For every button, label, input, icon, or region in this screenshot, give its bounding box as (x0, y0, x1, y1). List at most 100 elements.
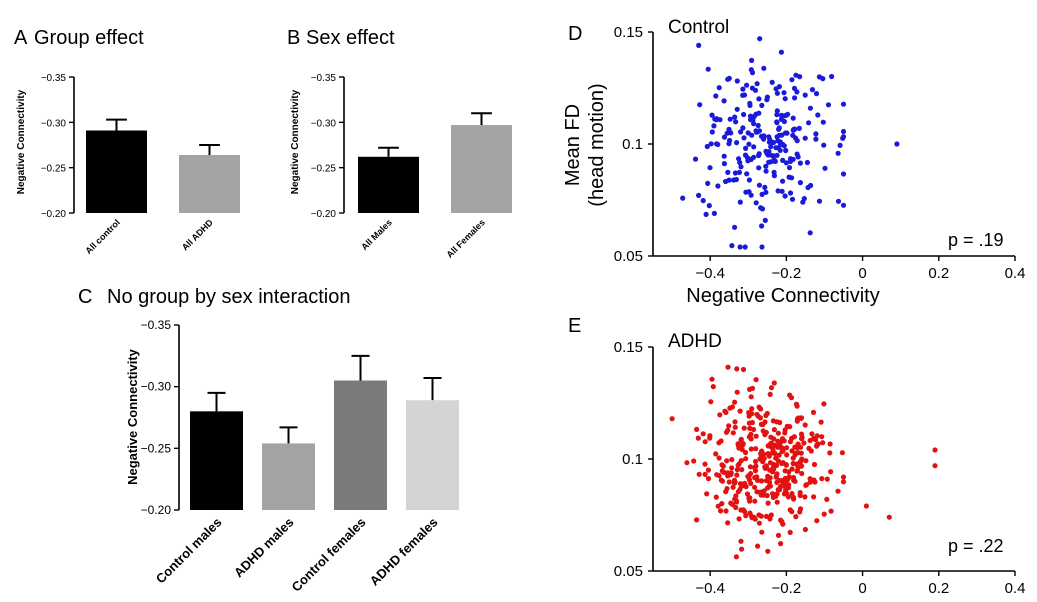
panel-e-ytick-label: 0.05 (614, 563, 643, 580)
panel-e-data-point (932, 463, 938, 469)
panel-e-data-point (734, 389, 740, 395)
panel-e-data-point (756, 520, 763, 526)
panel-d-data-point (797, 180, 804, 186)
panel-e-data-point (824, 496, 830, 502)
panel-d-data-point (753, 200, 759, 206)
panel-d-data-point (797, 160, 804, 166)
panel-d-data-point (740, 92, 746, 98)
panel-e-data-point (753, 433, 759, 439)
panel-d-data-point (745, 130, 751, 136)
panel-d-data-point (742, 244, 748, 250)
panel-d-data-point (785, 111, 791, 117)
panel-d-data-point (734, 106, 740, 112)
panel-e-data-point (739, 546, 745, 552)
panel-e-data-point (729, 457, 735, 463)
panel-e-data-point (757, 415, 764, 421)
panel-e-data-point (716, 455, 722, 461)
panel-e-data-point (748, 431, 754, 437)
panel-d-data-point (736, 169, 743, 175)
panel-e-data-point (728, 500, 734, 506)
panel-e-data-point (792, 478, 798, 484)
panel-e-data-point (809, 431, 815, 437)
panel-d-data-point (778, 116, 785, 122)
panel-e-data-point (752, 468, 759, 474)
panel-d-data-point (744, 171, 750, 177)
panel-d-data-point (728, 130, 734, 136)
panel-e-data-point (735, 442, 741, 448)
panel-d-data-point (825, 102, 832, 108)
panel-d-data-point (802, 135, 808, 141)
panel-e-data-point (779, 445, 785, 451)
panel-e-data-point (802, 422, 808, 428)
panel-e-data-point (787, 392, 793, 398)
panel-e-data-point (775, 487, 781, 493)
panel-a-ylabel: Negative Connectivity (16, 89, 27, 194)
panel-d-ytick-label: 0.05 (614, 248, 643, 265)
panel-d-data-point (769, 79, 775, 85)
panel-e-p-value: p = .22 (948, 536, 1004, 556)
panel-d-group-label: Control (668, 17, 729, 38)
panel-c-category-label: Control males (153, 515, 225, 587)
panel-d-data-point (809, 87, 816, 93)
panel-d-data-point (789, 196, 796, 202)
panel-e-data-point (730, 484, 736, 490)
panel-e-data-point (767, 391, 773, 397)
panel-e-data-point (763, 478, 770, 484)
panel-e-xtick-label: −0.4 (695, 580, 725, 597)
panel-e-data-point (790, 455, 796, 461)
panel-d-data-point (764, 151, 770, 157)
panel-e-data-point (719, 478, 726, 484)
panel-e-data-point (840, 474, 847, 480)
panel-d-data-point (729, 243, 735, 249)
panel-e-data-point (724, 486, 730, 492)
panel-e-data-point (760, 459, 766, 465)
panel-d-data-point (696, 42, 702, 49)
panel-e-data-point (791, 434, 798, 440)
panel-d-data-point (759, 102, 765, 108)
panel-d-data-point (774, 134, 780, 140)
panel-e-data-point (819, 434, 825, 440)
panel-d-data-point (732, 170, 739, 176)
panel-e-data-point (748, 394, 754, 400)
panel-d-data-point (708, 141, 714, 147)
panel-e-data-point (691, 458, 697, 464)
panel-d-data-point (734, 78, 740, 84)
panel-d-data-point (840, 202, 847, 208)
panel-d-data-point (789, 77, 795, 83)
panel-d-data-point (764, 97, 770, 103)
panel-d-data-point (726, 177, 732, 183)
panel-e-data-point (774, 491, 780, 497)
panel-d-data-point (713, 117, 719, 123)
panel-e-data-point (780, 521, 786, 527)
panel-d-data-point (776, 125, 782, 131)
panel-d-data-point (741, 111, 747, 118)
panel-e-data-point (758, 489, 764, 495)
panel-e-data-point (797, 490, 803, 496)
panel-e-data-point (704, 491, 710, 497)
panel-d-data-point (805, 184, 811, 191)
panel-e-adhd-scatter: E ADHD p = .22 0.15 0.1 0.05 −0.4 −0.2 0 0.2 0.… (568, 315, 1025, 597)
panel-e-data-point (797, 506, 804, 512)
panel-e-data-point (811, 494, 817, 500)
panel-e-data-point (758, 513, 764, 519)
panel-e-data-point (756, 404, 762, 410)
panel-d-data-point (783, 147, 789, 154)
panel-c-bar (262, 443, 315, 510)
panel-d-data-point (829, 73, 835, 80)
panel-e-data-point (807, 476, 813, 482)
panel-d-xtick-label: 0.4 (1005, 265, 1026, 282)
panel-d-xtick-label: −0.2 (772, 265, 802, 282)
panel-d-data-point (786, 165, 793, 171)
panel-e-data-point (814, 442, 820, 448)
panel-e-data-point (814, 433, 820, 439)
panel-e-data-point (779, 460, 785, 467)
panel-b-ylabel: Negative Connectivity (290, 89, 301, 194)
panel-d-data-point (763, 168, 769, 174)
panel-e-data-point (753, 377, 759, 383)
panel-d-data-point (709, 129, 715, 135)
panel-d-ylabel-line2: (head motion) (586, 83, 608, 206)
panel-e-data-point (765, 473, 771, 479)
panel-a-category-label: All control (83, 217, 122, 256)
panel-e-data-point (719, 501, 725, 507)
panel-d-data-point (761, 65, 767, 71)
